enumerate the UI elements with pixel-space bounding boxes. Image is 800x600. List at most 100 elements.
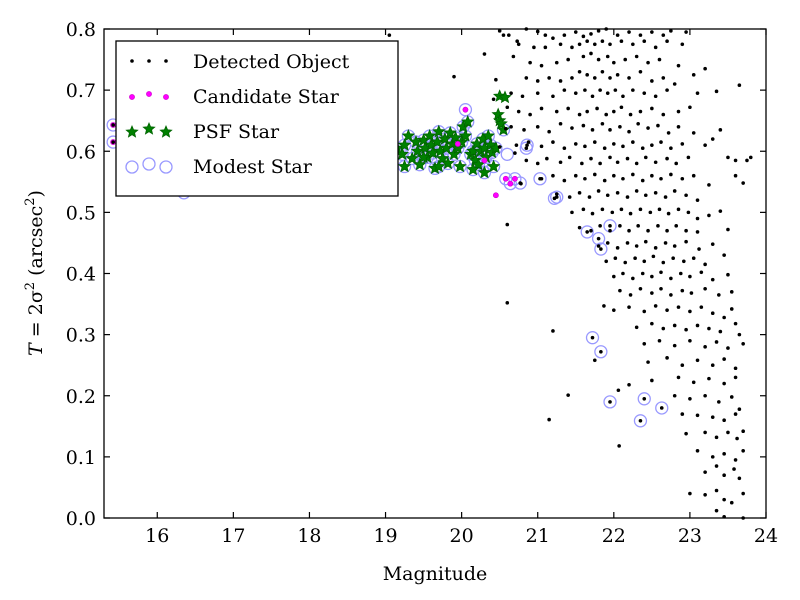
detected-object-point <box>703 262 707 267</box>
detected-object-point <box>592 140 597 144</box>
detected-object-point <box>653 160 658 165</box>
detected-object-point <box>634 189 639 193</box>
detected-object-point <box>674 224 679 228</box>
y-label-variable: T <box>25 342 47 356</box>
detected-object-point <box>676 125 681 129</box>
detected-object-point <box>577 225 582 230</box>
detected-object-point <box>570 210 574 215</box>
detected-object-point <box>714 435 719 440</box>
detected-object-point <box>581 34 586 39</box>
detected-object-point <box>562 33 567 37</box>
detected-object-point <box>111 123 115 127</box>
detected-object-point <box>699 305 704 309</box>
detected-object-point <box>631 88 635 92</box>
detected-object-point <box>682 259 686 264</box>
psf-star-point <box>422 128 437 142</box>
detected-object-point <box>722 253 726 257</box>
modest-star-point <box>585 331 600 345</box>
detected-object-point <box>634 161 639 166</box>
detected-object-point <box>551 94 555 99</box>
detected-object-point <box>539 144 544 149</box>
detected-object-point <box>722 497 726 502</box>
detected-object-point <box>522 128 526 132</box>
detected-object-point <box>545 156 549 161</box>
x-tick-label: 17 <box>221 525 245 547</box>
psf-star-point <box>496 122 511 136</box>
detected-object-point <box>631 276 635 281</box>
detected-object-point <box>688 338 692 343</box>
detected-object-point <box>688 491 692 496</box>
detected-object-point <box>707 376 711 381</box>
detected-object-point <box>680 288 685 293</box>
x-tick-label: 24 <box>754 525 778 547</box>
detected-object-point <box>111 140 115 144</box>
detected-object-point <box>627 76 631 80</box>
detected-object-point <box>710 137 715 141</box>
detected-object-point <box>573 91 578 95</box>
detected-object-point <box>737 332 742 337</box>
detected-object-point <box>570 76 574 80</box>
detected-object-point <box>599 349 603 354</box>
legend-marker-modest-star <box>159 160 173 174</box>
detected-object-point <box>657 338 662 343</box>
detected-object-point <box>659 176 663 181</box>
detected-object-point <box>684 193 688 198</box>
detected-object-point <box>653 304 658 308</box>
detected-object-point <box>618 224 622 228</box>
detected-object-point <box>650 30 654 34</box>
detected-object-point <box>642 341 647 346</box>
detected-object-point <box>526 140 531 144</box>
detected-object-point <box>741 491 745 496</box>
detected-object-point <box>733 173 738 178</box>
detected-object-point <box>628 293 633 297</box>
detected-object-point <box>710 277 715 282</box>
detected-object-point <box>732 467 736 471</box>
detected-object-point <box>672 393 677 398</box>
detected-object-point <box>656 123 660 128</box>
detected-object-point <box>551 140 555 144</box>
detected-object-point <box>646 228 650 233</box>
detected-object-point <box>689 291 694 295</box>
detected-object-point <box>539 63 544 68</box>
detected-object-point <box>638 207 643 212</box>
modest-star-point <box>458 103 473 117</box>
detected-object-point <box>452 74 456 79</box>
detected-object-point <box>592 172 597 177</box>
detected-object-point <box>566 57 570 62</box>
y-tick-label: 0.3 <box>66 325 96 347</box>
legend-entry-detected-object: Detected Object <box>130 51 350 73</box>
x-tick-label: 16 <box>145 525 169 547</box>
detected-object-point <box>665 88 669 92</box>
psf-star-point <box>481 128 495 142</box>
legend-entry-psf-star: PSF Star <box>125 121 280 143</box>
detected-object-point <box>566 393 570 397</box>
detected-object-point <box>619 207 624 212</box>
detected-object-point <box>590 128 595 132</box>
psf-star-point <box>486 159 501 173</box>
detected-object-point <box>656 224 660 228</box>
detected-object-point <box>669 146 673 150</box>
detected-object-point <box>691 131 696 135</box>
candidate-star-point <box>511 175 518 182</box>
modest-star-point <box>547 191 562 205</box>
x-tick-label: 18 <box>297 525 321 547</box>
detected-object-point <box>663 241 668 245</box>
detected-object-point <box>680 142 685 146</box>
detected-object-point <box>650 321 654 326</box>
detected-object-point <box>619 39 624 44</box>
legend-marker-detected-object <box>147 59 151 63</box>
detected-object-point <box>599 247 603 251</box>
y-label-sup: 2 <box>23 282 38 290</box>
y-tick-label: 0.0 <box>66 508 96 530</box>
detected-object-point <box>507 33 511 37</box>
legend-marker-detected-object <box>130 59 134 63</box>
detected-object-point <box>514 143 519 147</box>
detected-object-point <box>625 156 630 161</box>
detected-object-point <box>387 33 392 37</box>
detected-object-point <box>605 54 610 59</box>
detected-object-point <box>612 173 616 178</box>
detected-object-point <box>638 69 643 74</box>
detected-object-point <box>525 143 529 147</box>
detected-object-point <box>631 172 635 177</box>
detected-object-point <box>558 121 563 126</box>
